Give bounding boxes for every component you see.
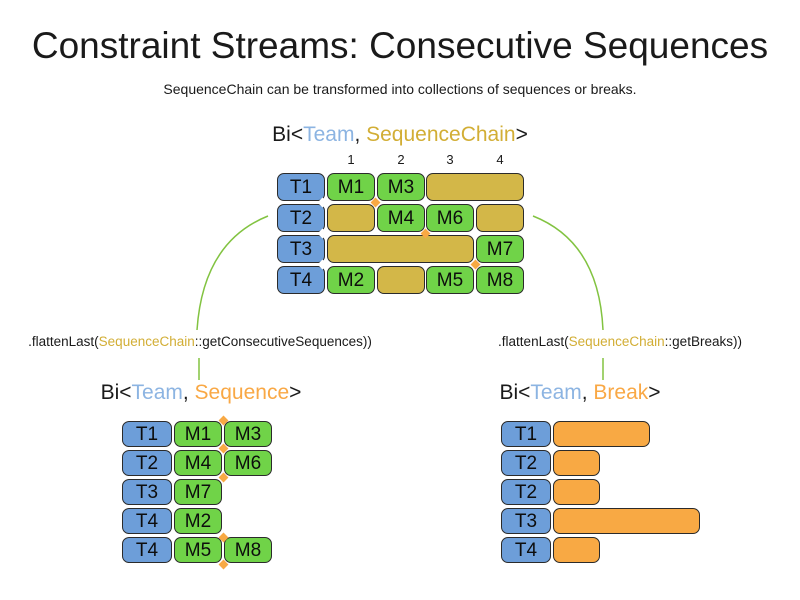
subtitle: SequenceChain can be transformed into co…: [163, 81, 637, 97]
text-part: Team: [530, 381, 582, 404]
text-part: ,: [182, 381, 195, 404]
sequence-cell: M5: [174, 537, 222, 563]
chain-bar: [377, 266, 425, 294]
team-cell: T2: [501, 479, 551, 505]
team-cell: T3: [501, 508, 551, 534]
sequence-cell: M6: [426, 204, 474, 232]
break-table-heading: Bi<Team, Break>: [430, 381, 730, 405]
team-cell: T3: [122, 479, 172, 505]
connector-right-curve: [532, 215, 604, 331]
team-cell: T1: [501, 421, 551, 447]
sequence-table-heading: Bi<Team, Sequence>: [51, 381, 351, 405]
sequence-cell: M6: [224, 450, 272, 476]
team-cell: T2: [122, 450, 172, 476]
text-part: >: [289, 381, 302, 404]
sequence-cell: M5: [426, 266, 474, 294]
connector-left-curve: [196, 215, 269, 331]
break-bar: [553, 479, 600, 505]
break-bar: [553, 421, 650, 447]
flattenlast-sequences-label: .flattenLast(SequenceChain::getConsecuti…: [0, 334, 400, 350]
team-cell: T3: [277, 235, 325, 263]
text-part: Team: [131, 381, 183, 404]
sequence-cell: M1: [174, 421, 222, 447]
team-cell: T4: [277, 266, 325, 294]
team-cell: T1: [277, 173, 325, 201]
sequence-cell: M4: [174, 450, 222, 476]
text-part: SequenceChain: [568, 334, 665, 349]
text-part: >: [515, 123, 528, 146]
page-title: Constraint Streams: Consecutive Sequence…: [31, 25, 769, 66]
break-bar: [553, 537, 600, 563]
sequence-cell: M2: [327, 266, 375, 294]
team-cell: T2: [501, 450, 551, 476]
text-part: Bi<: [100, 381, 132, 404]
column-header: 4: [496, 152, 504, 167]
team-cell: T4: [122, 508, 172, 534]
sequence-cell: M3: [377, 173, 425, 201]
text-part: .flattenLast(: [28, 334, 99, 349]
sequence-cell: M7: [476, 235, 524, 263]
sequence-cell: M3: [224, 421, 272, 447]
text-part: SequenceChain: [366, 123, 516, 146]
text-part: ::getBreaks)): [664, 334, 742, 349]
text-part: ::getConsecutiveSequences)): [194, 334, 372, 349]
sequence-cell: M8: [476, 266, 524, 294]
text-part: Sequence: [194, 381, 290, 404]
flattenlast-breaks-label: .flattenLast(SequenceChain::getBreaks)): [460, 334, 780, 350]
chain-bar: [476, 204, 524, 232]
sequence-cell: M8: [224, 537, 272, 563]
team-cell: T4: [501, 537, 551, 563]
sequence-cell: M1: [327, 173, 375, 201]
team-cell: T2: [277, 204, 325, 232]
column-header: 3: [446, 152, 454, 167]
break-bar: [553, 508, 700, 534]
sequence-cell: M7: [174, 479, 222, 505]
sequence-cell: M4: [377, 204, 425, 232]
sequencechain-table-heading: Bi<Team, SequenceChain>: [0, 123, 800, 147]
team-cell: T4: [122, 537, 172, 563]
chain-bar: [327, 235, 474, 263]
column-header: 2: [397, 152, 405, 167]
text-part: ,: [581, 381, 594, 404]
chain-bar: [327, 204, 375, 232]
text-part: .flattenLast(: [498, 334, 569, 349]
text-part: Team: [303, 123, 355, 146]
text-part: ,: [354, 123, 367, 146]
sequence-cell: M2: [174, 508, 222, 534]
chain-bar: [426, 173, 524, 201]
text-part: Break: [593, 381, 649, 404]
break-bar: [553, 450, 600, 476]
text-part: SequenceChain: [98, 334, 195, 349]
text-part: Bi<: [499, 381, 531, 404]
text-part: >: [648, 381, 661, 404]
text-part: Bi<: [272, 123, 304, 146]
column-header: 1: [347, 152, 355, 167]
team-cell: T1: [122, 421, 172, 447]
